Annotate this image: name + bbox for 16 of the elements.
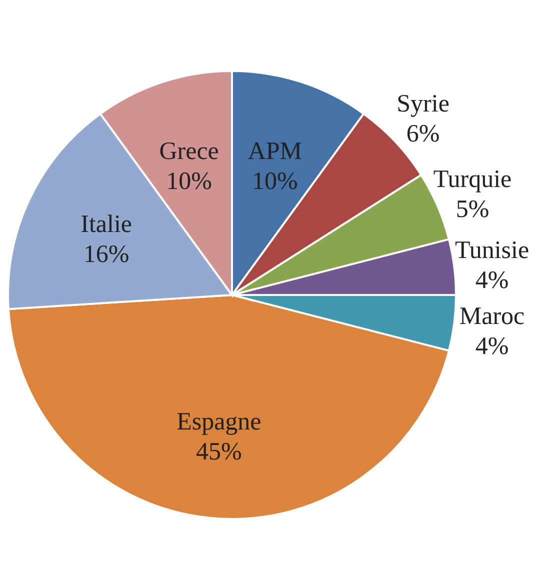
data-label: 45% bbox=[196, 438, 242, 466]
slice-label: Syrie bbox=[396, 90, 450, 118]
slice-label: Maroc bbox=[459, 302, 525, 330]
slice-label: Grece bbox=[159, 138, 219, 165]
data-label: 16% bbox=[83, 240, 130, 268]
data-label: 6% bbox=[406, 120, 440, 148]
slice-label: Espagne bbox=[176, 408, 262, 436]
slice-label: Italie bbox=[80, 210, 132, 238]
slice-label: Turquie bbox=[433, 166, 512, 193]
data-label: 5% bbox=[456, 196, 490, 223]
data-label: 10% bbox=[166, 168, 212, 195]
data-label: 4% bbox=[475, 267, 509, 294]
data-label: 4% bbox=[475, 332, 509, 360]
data-label: 10% bbox=[252, 168, 298, 195]
slice-label: APM bbox=[248, 138, 302, 165]
slice-label: Tunisie bbox=[454, 237, 530, 264]
